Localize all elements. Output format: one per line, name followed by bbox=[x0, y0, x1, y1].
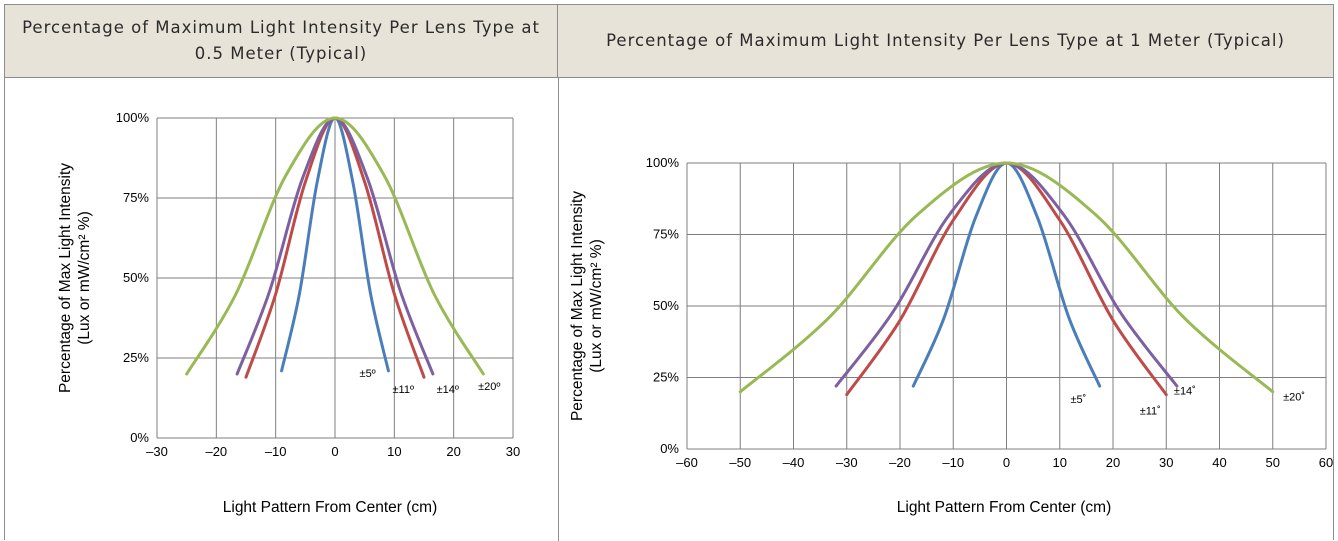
y-axis-label-line: Percentage of Max Light Intensity bbox=[57, 163, 74, 393]
y-tick-label: 50% bbox=[123, 270, 149, 285]
figure-frame: Percentage of Maximum Light Intensity Pe… bbox=[4, 4, 1334, 541]
x-axis-label: Light Pattern From Center (cm) bbox=[223, 499, 437, 516]
series-label: ±14º bbox=[437, 384, 459, 396]
left-chart-title: Percentage of Maximum Light Intensity Pe… bbox=[5, 5, 558, 78]
x-tick-label: 0 bbox=[1003, 455, 1010, 470]
x-tick-label: –40 bbox=[783, 455, 805, 470]
y-tick-label: 0% bbox=[130, 430, 149, 445]
x-tick-label: 20 bbox=[1106, 455, 1120, 470]
series-label: ±14˚ bbox=[1174, 386, 1196, 398]
y-axis-label-line: Percentage of Max Light Intensity bbox=[569, 191, 586, 421]
right-chart-title: Percentage of Maximum Light Intensity Pe… bbox=[558, 5, 1333, 78]
x-tick-label: –20 bbox=[205, 444, 227, 459]
y-tick-label: 50% bbox=[653, 298, 679, 313]
y-axis-label-line: (Lux or mW/cm² %) bbox=[588, 239, 605, 372]
x-tick-label: –30 bbox=[836, 455, 858, 470]
y-axis-label-line: (Lux or mW/cm² %) bbox=[76, 211, 93, 344]
panel-divider bbox=[558, 78, 559, 541]
y-tick-label: 100% bbox=[116, 110, 150, 125]
y-tick-label: 100% bbox=[646, 155, 680, 170]
x-tick-label: 30 bbox=[506, 444, 520, 459]
x-tick-label: 10 bbox=[387, 444, 401, 459]
x-tick-label: 10 bbox=[1053, 455, 1067, 470]
series-line bbox=[185, 116, 485, 376]
y-axis-label: Percentage of Max Light Intensity (Lux or… bbox=[57, 163, 93, 393]
y-axis-label: Percentage of Max Light Intensity (Lux or… bbox=[569, 191, 605, 421]
x-tick-label: 20 bbox=[446, 444, 460, 459]
series-label: ±11º bbox=[392, 384, 413, 396]
x-tick-label: –30 bbox=[146, 444, 168, 459]
x-tick-label: –10 bbox=[265, 444, 287, 459]
series-label: ±5˚ bbox=[1070, 394, 1086, 406]
x-tick-label: –50 bbox=[729, 455, 751, 470]
y-tick-label: 25% bbox=[123, 350, 149, 365]
x-tick-label: 0 bbox=[331, 444, 338, 459]
series-label: ±20˚ bbox=[1283, 391, 1305, 403]
y-tick-label: 0% bbox=[660, 441, 679, 456]
series-line bbox=[738, 161, 1275, 394]
y-tick-label: 25% bbox=[653, 370, 679, 385]
y-tick-label: 75% bbox=[653, 227, 679, 242]
y-tick-label: 75% bbox=[123, 190, 149, 205]
series-label: ±5º bbox=[360, 368, 376, 380]
x-tick-label: –20 bbox=[889, 455, 911, 470]
series-label: ±11˚ bbox=[1140, 406, 1161, 418]
x-tick-label: –10 bbox=[942, 455, 964, 470]
x-tick-label: 40 bbox=[1212, 455, 1226, 470]
x-tick-label: 60 bbox=[1319, 455, 1333, 470]
x-tick-label: 30 bbox=[1159, 455, 1173, 470]
x-axis-label: Light Pattern From Center (cm) bbox=[897, 499, 1111, 516]
series-label: ±20º bbox=[478, 381, 500, 393]
x-tick-label: –60 bbox=[676, 455, 698, 470]
chart-one-meter: –60 –50 –40 –30 –20 –10 0 10 20 30 40 50 60 0% 25% 50% 7… bbox=[569, 155, 1333, 516]
chart-half-meter: –30 –20 –10 0 10 20 30 0% 25% 50% 75% 100% Light Pat… bbox=[57, 110, 520, 516]
x-tick-label: 50 bbox=[1266, 455, 1280, 470]
